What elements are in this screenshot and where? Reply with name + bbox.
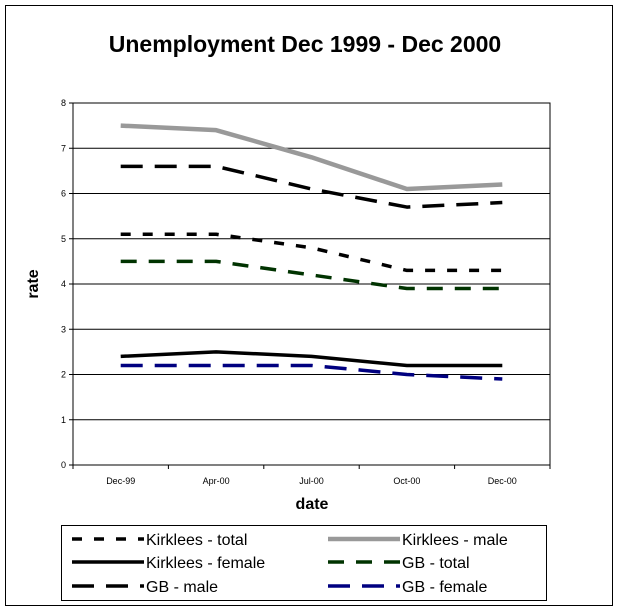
- y-tick-label: 2: [61, 370, 66, 380]
- y-tick-label: 0: [61, 460, 66, 470]
- y-tick-label: 3: [61, 324, 66, 334]
- y-axis-title: rate: [25, 269, 42, 298]
- x-tick-label: Jul-00: [299, 476, 324, 486]
- series-line-3: [120, 259, 503, 291]
- axes: 0 1 2 3 4 5 6 7 8 Dec-99 Apr-00 Jul-00 Oct-00 Dec-00: [61, 98, 551, 486]
- y-tick-label: 7: [61, 143, 66, 153]
- x-tick-label: Dec-99: [106, 476, 135, 486]
- series-line-1: [120, 123, 503, 192]
- y-tick-label: 1: [61, 415, 66, 425]
- legend-label-3: GB - total: [402, 555, 470, 572]
- series-line-2: [120, 350, 503, 368]
- x-axis-title: date: [296, 496, 329, 513]
- y-tick-label: 6: [61, 189, 66, 199]
- gridlines: [73, 147, 550, 421]
- x-tick-label: Apr-00: [203, 476, 230, 486]
- y-tick-label: 4: [61, 279, 66, 289]
- series-line-5: [120, 363, 503, 381]
- legend-label-5: GB - female: [402, 579, 487, 596]
- legend-label-0: Kirklees - total: [146, 532, 247, 549]
- chart-title: Unemployment Dec 1999 - Dec 2000: [109, 31, 501, 57]
- legend-label-4: GB - male: [146, 579, 218, 596]
- legend-label-2: Kirklees - female: [146, 555, 265, 572]
- x-tick-label: Oct-00: [393, 476, 420, 486]
- series-lines: [120, 123, 503, 381]
- series-line-4: [120, 164, 503, 209]
- y-tick-label: 8: [61, 98, 66, 108]
- legend-label-1: Kirklees - male: [402, 532, 508, 549]
- x-tick-label: Dec-00: [488, 476, 517, 486]
- legend: Kirklees - total Kirklees - male Kirklees …: [72, 532, 508, 596]
- y-tick-label: 5: [61, 234, 66, 244]
